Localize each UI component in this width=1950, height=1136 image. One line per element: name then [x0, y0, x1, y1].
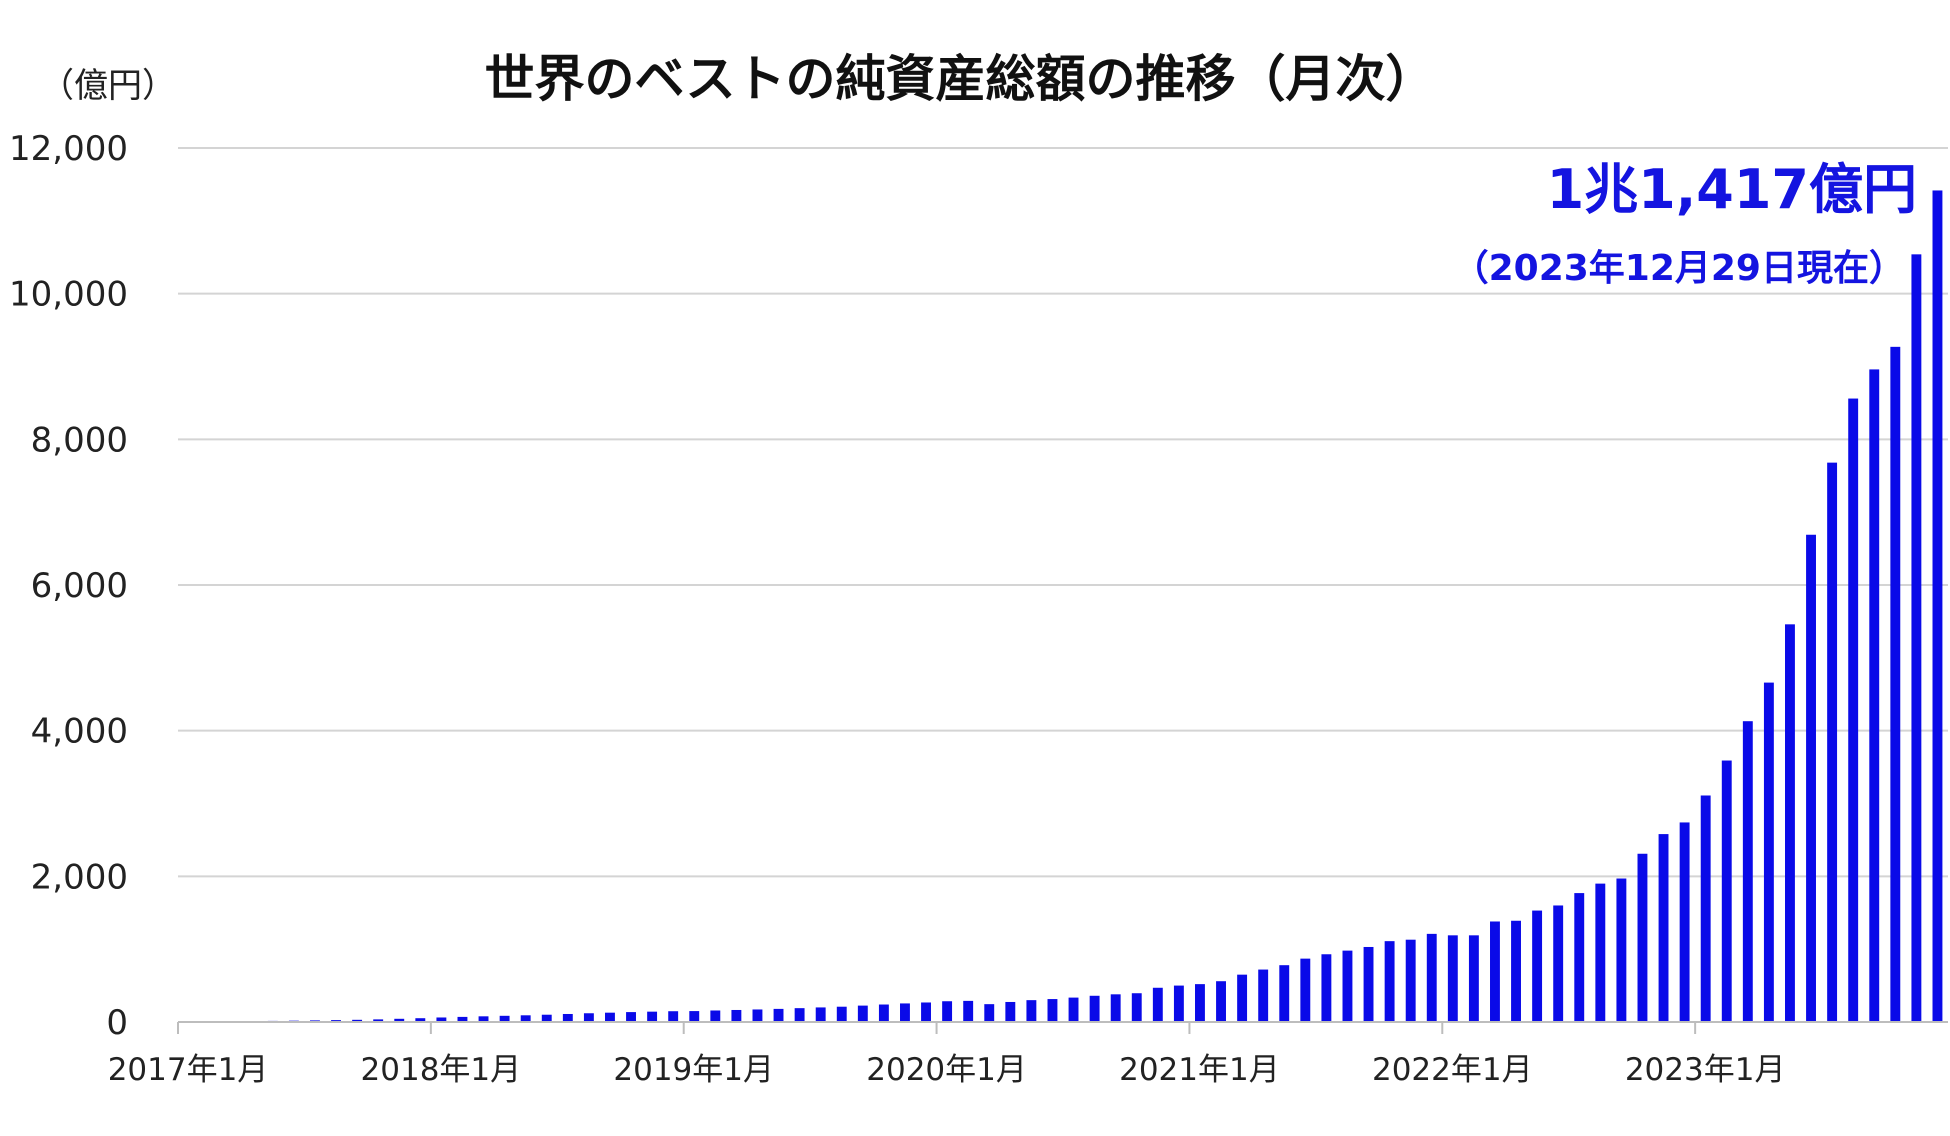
bar-2020-01 — [942, 1001, 953, 1022]
bar-2023-03 — [1742, 721, 1753, 1022]
bar-2019-10 — [878, 1004, 889, 1022]
bar-2020-03 — [984, 1004, 995, 1022]
bar-2023-05 — [1785, 624, 1795, 1022]
y-axis-unit-label: （億円） — [40, 66, 176, 106]
bar-2019-04 — [752, 1009, 763, 1022]
bar-2023-10 — [1890, 346, 1901, 1023]
bar-2023-07 — [1827, 462, 1838, 1022]
bar-2021-09 — [1363, 946, 1374, 1022]
bar-2021-02 — [1216, 981, 1226, 1022]
y-tick-label: 4,000 — [31, 712, 128, 752]
bar-2019-05 — [773, 1008, 784, 1022]
bar-2019-12 — [921, 1002, 931, 1022]
x-tick-label: 2018年1月 — [361, 1052, 522, 1088]
bar-2018-04 — [499, 1015, 510, 1022]
bar-2020-10 — [1131, 993, 1142, 1022]
y-tick-label: 2,000 — [31, 857, 128, 897]
bar-2022-12 — [1679, 822, 1690, 1022]
bar-2022-11 — [1658, 834, 1669, 1022]
bar-2023-02 — [1721, 760, 1732, 1022]
bar-2017-09 — [352, 1019, 363, 1022]
bar-2019-09 — [857, 1005, 868, 1022]
y-tick-label: 8,000 — [31, 420, 128, 460]
bar-2017-10 — [373, 1019, 384, 1022]
bar-2020-09 — [1110, 994, 1121, 1022]
bar-2018-06 — [541, 1014, 552, 1022]
bar-2022-05 — [1532, 910, 1543, 1022]
annotation-as-of-date: （2023年12月29日現在） — [1453, 248, 1905, 289]
x-tick-label: 2020年1月 — [866, 1052, 1027, 1088]
bar-2019-06 — [794, 1008, 805, 1022]
bar-2021-03 — [1237, 974, 1248, 1022]
annotation-total-value: 1兆1,417億円 — [1547, 158, 1917, 221]
bar-2021-08 — [1342, 950, 1353, 1022]
x-tick-label: 2017年1月 — [108, 1052, 269, 1088]
x-axis-tick-labels: 2017年1月 2018年1月 2019年1月 2020年1月 2021年1月 2022年… — [108, 1022, 1786, 1088]
bar-2021-07 — [1321, 954, 1332, 1022]
bar-2021-06 — [1300, 958, 1311, 1022]
bar-2022-07 — [1574, 893, 1585, 1022]
bar-2019-02 — [710, 1010, 721, 1022]
bar-2018-01 — [436, 1017, 447, 1022]
bar-2021-12 — [1426, 933, 1437, 1022]
bar-2023-08 — [1848, 398, 1859, 1022]
bar-2020-08 — [1089, 995, 1100, 1022]
bar-2020-11 — [1152, 987, 1163, 1022]
bar-2018-11 — [647, 1011, 658, 1022]
bar-2020-12 — [1173, 985, 1184, 1022]
bar-2023-11 — [1911, 254, 1922, 1023]
y-axis-tick-labels: 0 2,000 4,000 6,000 8,000 10,000 12,000 — [9, 129, 128, 1043]
bar-2018-08 — [583, 1013, 594, 1022]
bar-2022-08 — [1595, 883, 1606, 1022]
bar-2018-07 — [562, 1013, 573, 1022]
bar-2017-12 — [415, 1018, 426, 1022]
bar-2021-04 — [1258, 969, 1269, 1022]
bar-2022-10 — [1637, 853, 1648, 1022]
bar-2020-02 — [963, 1000, 974, 1022]
bar-2022-03 — [1490, 921, 1500, 1022]
bar-2021-05 — [1279, 965, 1290, 1022]
chart-title: 世界のベストの純資産総額の推移（月次） — [485, 50, 1436, 108]
bar-2021-01 — [1195, 984, 1205, 1022]
bar-2022-01 — [1447, 935, 1458, 1022]
bar-2019-11 — [900, 1003, 910, 1022]
bar-2022-06 — [1553, 905, 1564, 1022]
bar-2019-08 — [836, 1006, 847, 1022]
bar-2020-05 — [1026, 1000, 1037, 1022]
y-tick-label: 6,000 — [31, 566, 128, 606]
bar-2021-11 — [1405, 939, 1416, 1022]
bar-2018-02 — [457, 1016, 468, 1022]
x-tick-label: 2022年1月 — [1372, 1052, 1533, 1088]
bar-2020-07 — [1068, 997, 1079, 1022]
y-tick-label: 10,000 — [9, 275, 128, 315]
bar-2023-09 — [1869, 369, 1880, 1022]
y-tick-label: 12,000 — [9, 129, 128, 169]
bar-2019-01 — [689, 1011, 700, 1022]
bar-2018-12 — [668, 1011, 679, 1022]
bar-series — [183, 190, 1943, 1023]
bar-2019-07 — [815, 1007, 826, 1022]
bar-2023-01 — [1700, 795, 1711, 1022]
bar-2023-12 — [1932, 190, 1943, 1022]
gridlines — [178, 147, 1948, 878]
bar-2023-04 — [1763, 682, 1774, 1022]
x-tick-label: 2019年1月 — [613, 1052, 774, 1088]
bar-2018-09 — [605, 1012, 615, 1022]
bar-2019-03 — [731, 1009, 742, 1022]
bar-2022-04 — [1511, 920, 1521, 1022]
bar-2018-05 — [520, 1015, 531, 1022]
y-tick-label: 0 — [106, 1003, 128, 1043]
bar-2017-11 — [394, 1018, 405, 1022]
bar-2020-06 — [1047, 999, 1058, 1022]
bar-2018-03 — [478, 1016, 489, 1022]
bar-2022-02 — [1468, 935, 1479, 1022]
bar-2021-10 — [1384, 941, 1395, 1022]
bar-2018-10 — [626, 1012, 636, 1022]
x-tick-label: 2023年1月 — [1625, 1052, 1786, 1088]
bar-2023-06 — [1806, 534, 1816, 1022]
bar-2020-04 — [1005, 1001, 1016, 1022]
x-tick-label: 2021年1月 — [1119, 1052, 1280, 1088]
bar-2022-09 — [1616, 878, 1627, 1022]
